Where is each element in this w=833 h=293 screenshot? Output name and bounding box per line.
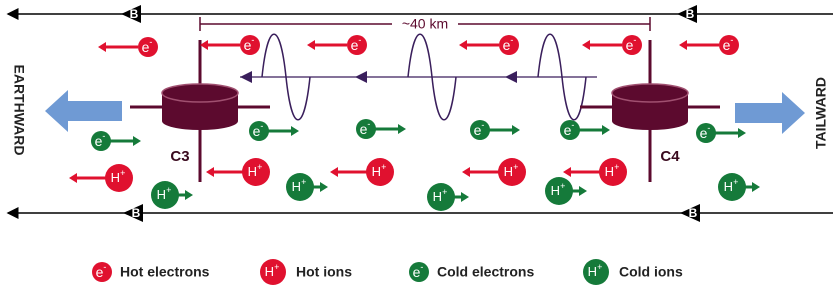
motion-arrow-head — [738, 128, 746, 138]
motion-arrow-head — [579, 186, 587, 196]
symbol-base: e — [142, 39, 150, 55]
tailward-label: TAILWARD — [813, 77, 829, 149]
symbol-base: H — [292, 179, 301, 194]
motion-arrow-head — [291, 126, 299, 136]
motion-arrow-head — [398, 124, 406, 134]
symbol-base: e — [626, 37, 634, 53]
b-label: B — [689, 206, 698, 220]
symbol-sup: + — [442, 187, 447, 197]
symbol-base: H — [588, 264, 597, 279]
symbol-base: e — [474, 122, 482, 138]
spacecraft-top — [612, 84, 688, 102]
diagram: ~40 km EARTHWARD TAILWARD BBBBC3C4e-e-e-… — [0, 0, 833, 293]
motion-arrow-head — [512, 125, 520, 135]
b-label: B — [130, 7, 139, 21]
distance-label: ~40 km — [402, 16, 448, 32]
symbol-sup: + — [560, 181, 565, 191]
motion-arrow-head — [563, 167, 571, 177]
symbol-sup: + — [614, 162, 619, 172]
legend-label: Hot ions — [296, 264, 352, 280]
b-label: B — [686, 7, 695, 21]
symbol-sup: - — [251, 35, 254, 45]
symbol-base: e — [351, 37, 359, 53]
motion-arrow-head — [462, 167, 470, 177]
legend-label: Cold electrons — [437, 264, 534, 280]
symbol-sup: + — [381, 162, 386, 172]
symbol-sup: - — [420, 262, 423, 272]
motion-arrow-head — [461, 192, 469, 202]
symbol-base: H — [248, 164, 257, 179]
symbol-base: H — [724, 179, 733, 194]
symbol-sup: - — [260, 121, 263, 131]
motion-arrow-head — [582, 40, 590, 50]
earthward-arrow — [45, 90, 122, 132]
symbol-sup: + — [733, 177, 738, 187]
symbol-base: e — [723, 37, 731, 53]
symbol-base: e — [96, 264, 104, 280]
symbol-base: e — [360, 121, 368, 137]
symbol-base: H — [605, 164, 614, 179]
symbol-sup: - — [358, 35, 361, 45]
motion-arrow-head — [185, 190, 193, 200]
symbol-base: H — [157, 187, 166, 202]
motion-arrow-head — [98, 42, 106, 52]
symbol-base: H — [372, 164, 381, 179]
motion-arrow-head — [602, 125, 610, 135]
legend-label: Cold ions — [619, 264, 683, 280]
motion-arrow-head — [133, 136, 141, 146]
symbol-base: H — [111, 170, 120, 185]
legend-label: Hot electrons — [120, 264, 210, 280]
motion-arrow-head — [206, 167, 214, 177]
spacecraft-label: C3 — [170, 148, 189, 165]
motion-arrow-head — [752, 182, 760, 192]
spacecraft-label: C4 — [660, 148, 680, 165]
symbol-sup: + — [301, 177, 306, 187]
symbol-sup: - — [367, 119, 370, 129]
symbol-base: e — [700, 125, 708, 141]
symbol-sup: - — [149, 37, 152, 47]
symbol-base: e — [253, 123, 261, 139]
symbol-base: e — [413, 264, 421, 280]
symbol-base: e — [95, 133, 103, 149]
earthward-label: EARTHWARD — [11, 65, 27, 156]
symbol-sup: - — [730, 35, 733, 45]
b-label: B — [132, 206, 141, 220]
symbol-sup: - — [510, 35, 513, 45]
motion-arrow-head — [320, 182, 328, 192]
symbol-sup: + — [513, 162, 518, 172]
spacecraft-top — [162, 84, 238, 102]
symbol-sup: + — [257, 162, 262, 172]
motion-arrow-head — [69, 173, 77, 183]
tailward-arrow — [735, 92, 805, 134]
symbol-base: H — [504, 164, 513, 179]
motion-arrow-head — [679, 40, 687, 50]
symbol-base: e — [503, 37, 511, 53]
symbol-sup: - — [102, 131, 105, 141]
symbol-sup: - — [571, 120, 574, 130]
symbol-base: H — [551, 183, 560, 198]
symbol-sup: - — [707, 123, 710, 133]
symbol-sup: + — [166, 185, 171, 195]
symbol-sup: + — [120, 168, 125, 178]
symbol-sup: - — [481, 120, 484, 130]
symbol-sup: - — [633, 35, 636, 45]
symbol-base: e — [244, 37, 252, 53]
symbol-base: e — [564, 122, 572, 138]
symbol-sup: - — [103, 262, 106, 272]
motion-arrow-head — [330, 167, 338, 177]
motion-arrow-head — [459, 40, 467, 50]
symbol-sup: + — [274, 262, 279, 272]
symbol-base: H — [265, 264, 274, 279]
symbol-base: H — [433, 189, 442, 204]
motion-arrow-head — [307, 40, 315, 50]
symbol-sup: + — [597, 262, 602, 272]
